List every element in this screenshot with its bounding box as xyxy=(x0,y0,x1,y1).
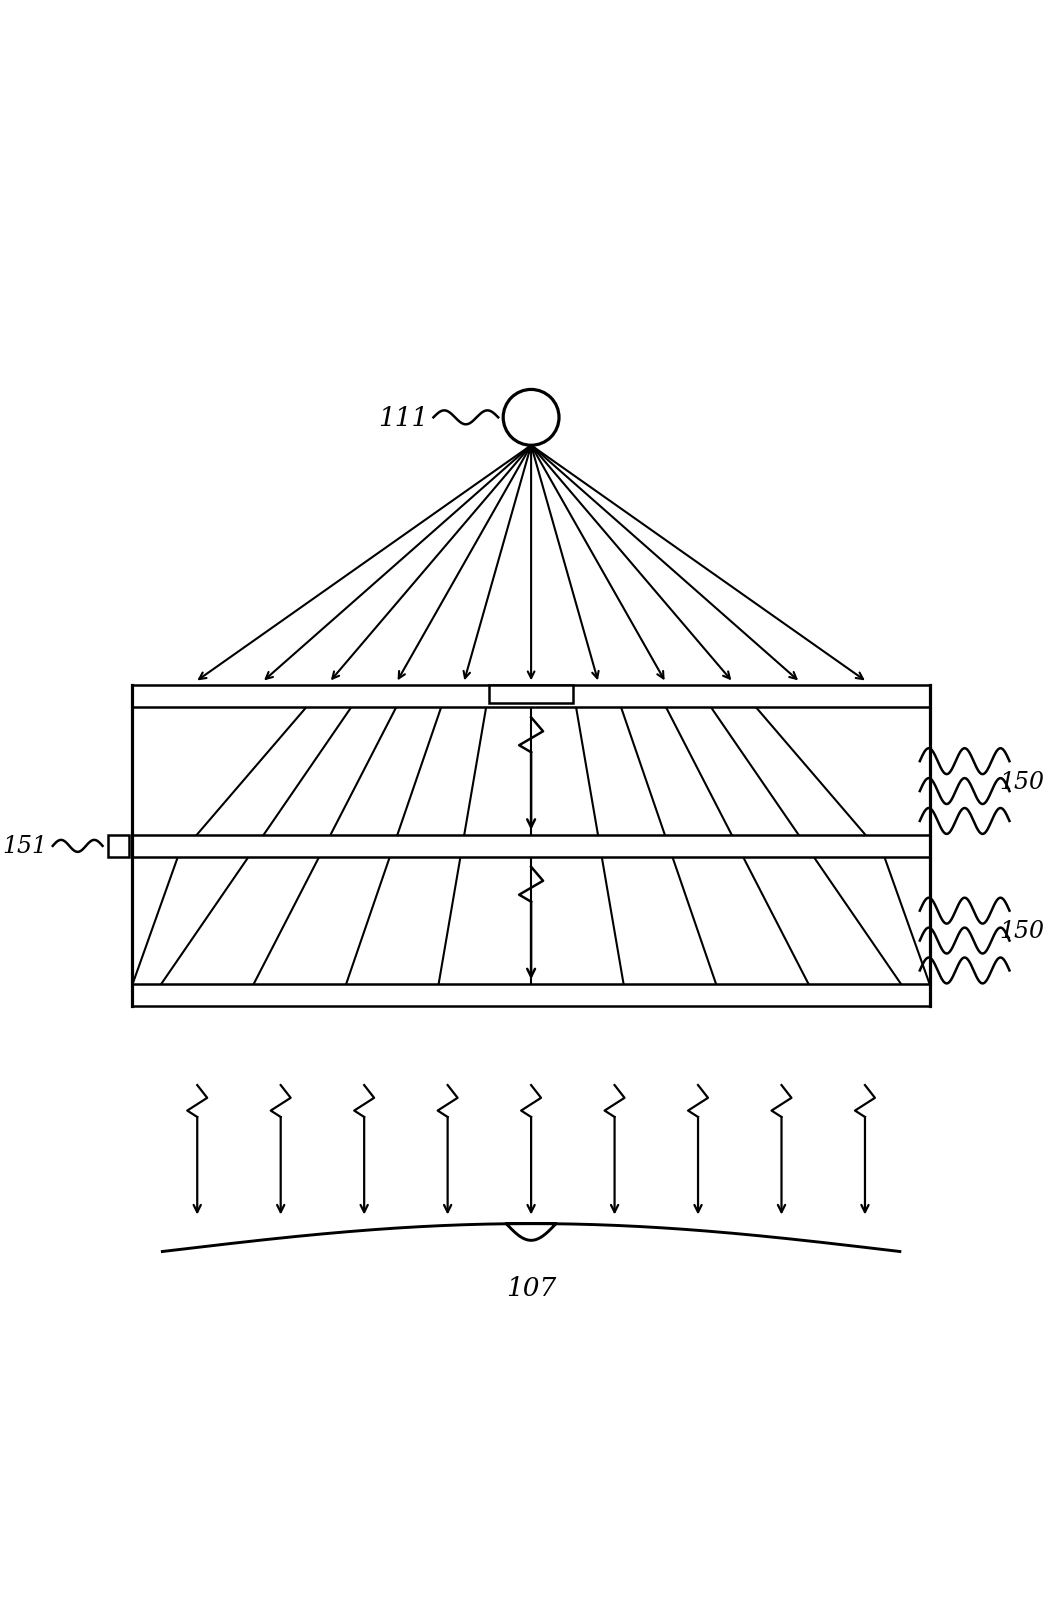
Bar xyxy=(488,687,573,704)
Bar xyxy=(132,985,929,1006)
Bar xyxy=(132,687,929,708)
Text: 111: 111 xyxy=(378,406,428,430)
Bar xyxy=(132,836,929,857)
Text: 150: 150 xyxy=(1000,771,1045,794)
Bar xyxy=(107,836,129,857)
Text: 151: 151 xyxy=(3,834,47,859)
Text: 150: 150 xyxy=(1000,920,1045,943)
Text: 107: 107 xyxy=(506,1276,556,1300)
